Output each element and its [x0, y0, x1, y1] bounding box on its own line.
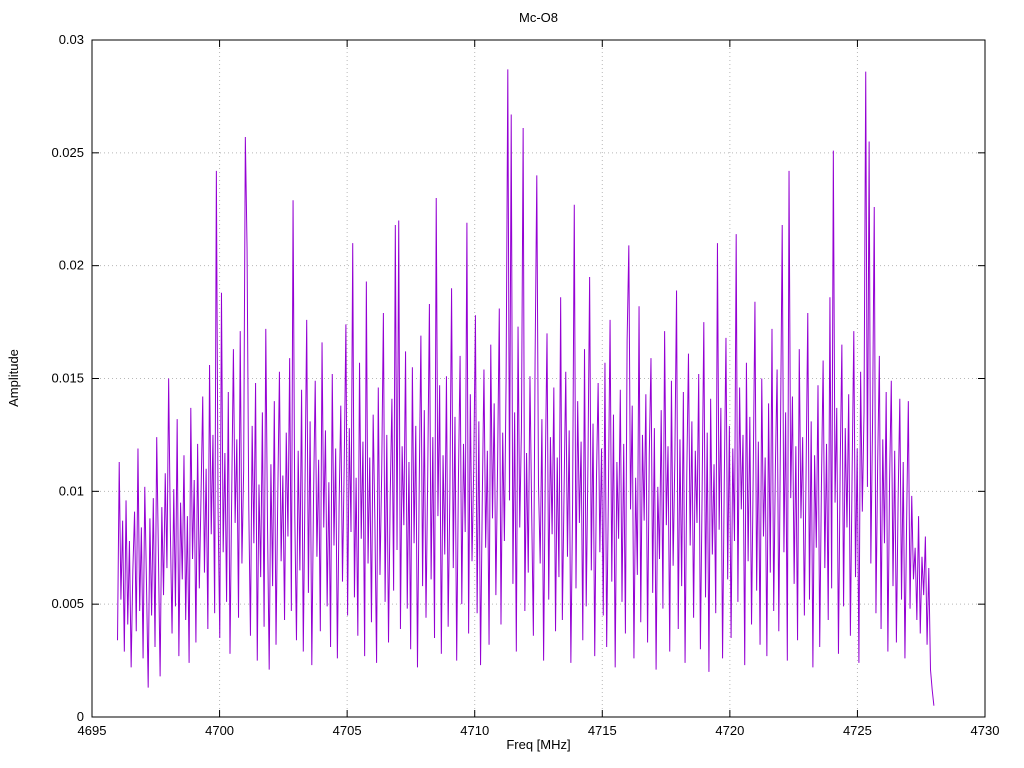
y-tick-label: 0.01: [59, 483, 84, 498]
x-tick-label: 4715: [588, 723, 617, 738]
x-tick-label: 4695: [78, 723, 107, 738]
spectrum-line: [117, 69, 935, 706]
y-axis-label: Amplitude: [6, 349, 21, 407]
x-tick-label: 4720: [715, 723, 744, 738]
x-tick-label: 4700: [205, 723, 234, 738]
y-tick-label: 0.015: [51, 371, 84, 386]
y-tick-label: 0.025: [51, 145, 84, 160]
chart-title: Mc-O8: [519, 10, 558, 25]
x-tick-label: 4705: [333, 723, 362, 738]
y-tick-label: 0: [77, 709, 84, 724]
y-tick-label: 0.005: [51, 596, 84, 611]
x-axis-label: Freq [MHz]: [506, 737, 571, 752]
x-tick-label: 4730: [971, 723, 1000, 738]
y-tick-label: 0.02: [59, 258, 84, 273]
x-tick-label: 4725: [843, 723, 872, 738]
x-tick-label: 4710: [460, 723, 489, 738]
y-tick-label: 0.03: [59, 32, 84, 47]
